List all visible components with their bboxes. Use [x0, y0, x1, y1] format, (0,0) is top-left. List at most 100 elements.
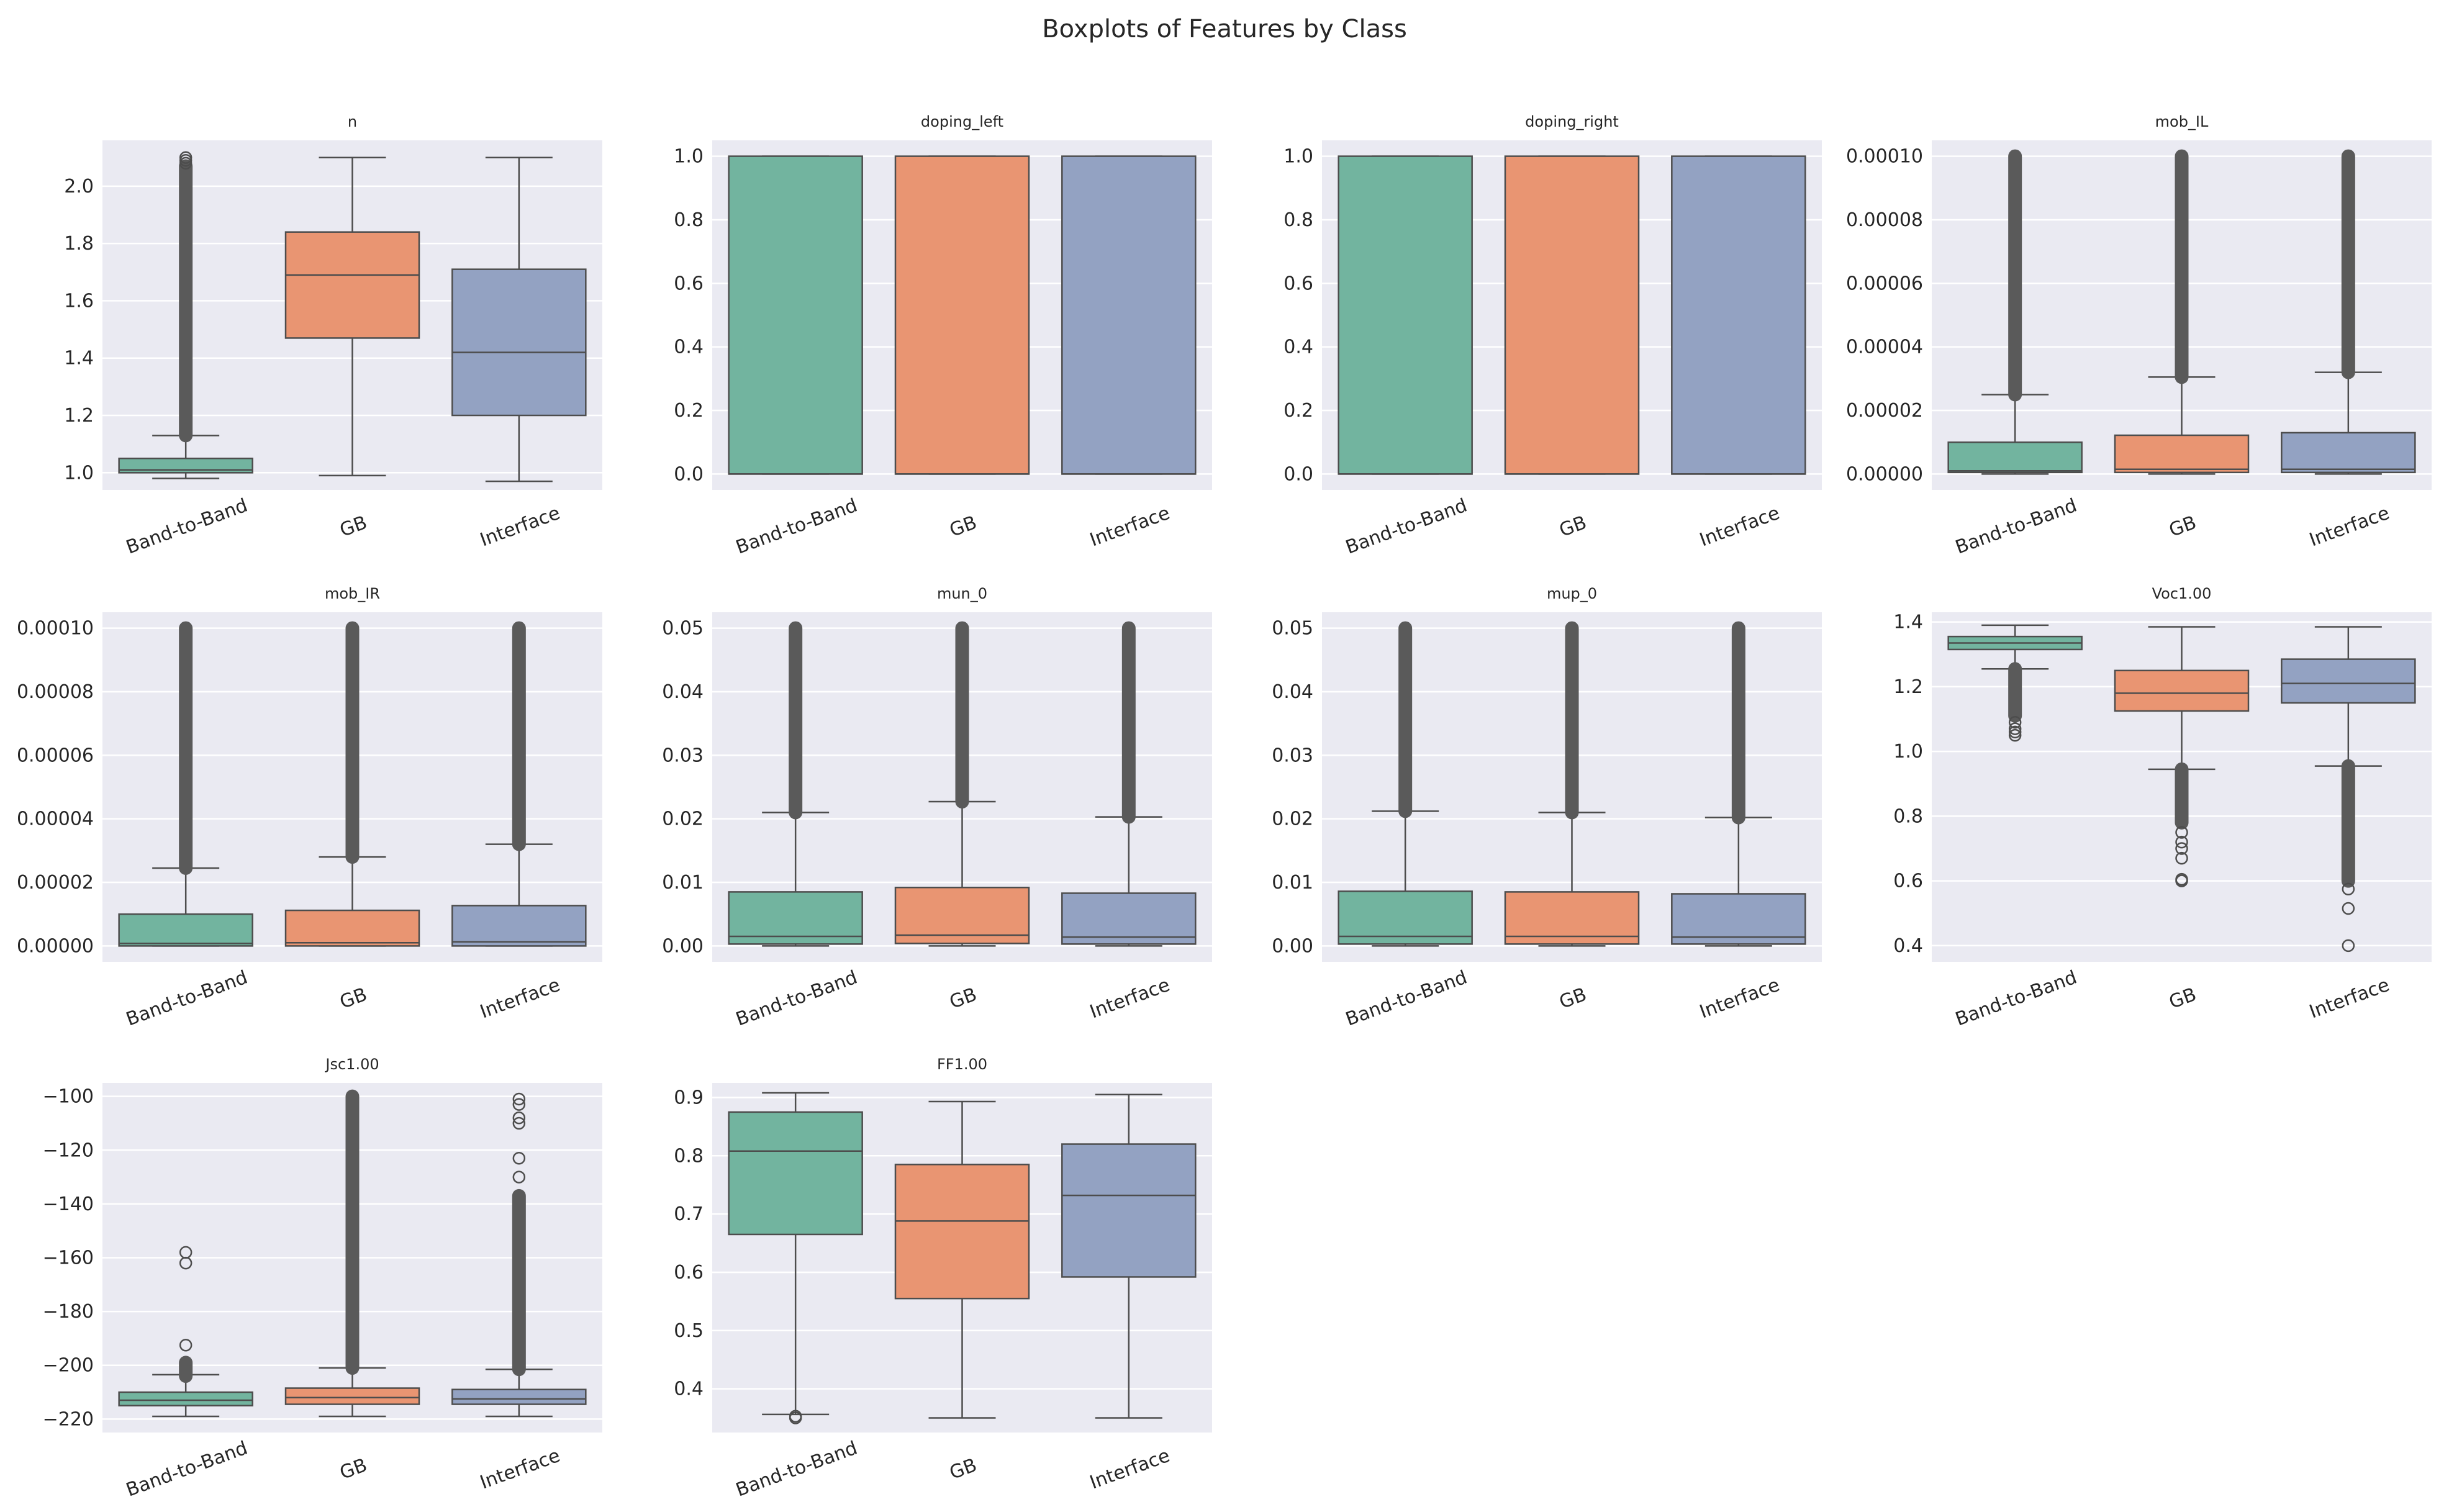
- y-tick-label: 0.05: [1272, 618, 1313, 640]
- iqr-box: [1947, 441, 2083, 474]
- iqr-box: [1061, 1143, 1197, 1278]
- y-tick-label: 0.5: [674, 1320, 704, 1342]
- outlier-point: [2175, 826, 2188, 839]
- iqr-box: [284, 1387, 420, 1405]
- y-tick-label: 0.2: [1283, 400, 1313, 422]
- iqr-box: [1338, 155, 1473, 475]
- y-tick-label: 0.4: [674, 1378, 704, 1400]
- subplot-title: Jsc1.00: [324, 1056, 379, 1073]
- subplot-title: mob_IR: [325, 585, 380, 602]
- y-tick-label: 0.4: [1893, 935, 1923, 957]
- outlier-point: [512, 1098, 526, 1111]
- y-tick-label: 0.05: [662, 618, 704, 640]
- outlier-point: [2175, 872, 2188, 886]
- y-tick-label: 0.2: [674, 400, 704, 422]
- iqr-box: [451, 268, 587, 417]
- iqr-box: [1504, 891, 1640, 945]
- box-gb: GB: [894, 1100, 1030, 1484]
- y-tick-label: 0.4: [674, 337, 704, 358]
- iqr-box: [118, 1391, 253, 1406]
- iqr-box: [894, 155, 1030, 475]
- subplot-title: mup_0: [1547, 585, 1597, 602]
- y-tick-label: 0.8: [674, 209, 704, 231]
- y-tick-label: −100: [43, 1086, 94, 1108]
- y-tick-label: 1.0: [1283, 146, 1313, 168]
- box-gb: GB: [2114, 149, 2250, 541]
- y-tick-label: 1.0: [64, 462, 94, 484]
- y-tick-label: 0.8: [674, 1145, 704, 1167]
- y-tick-label: 0.7: [674, 1203, 704, 1225]
- y-tick-label: 0.00: [662, 935, 704, 957]
- box-interface: Interface: [1671, 621, 1806, 1023]
- outlier-point: [179, 151, 192, 164]
- y-tick-label: 1.4: [64, 348, 94, 369]
- box-gb: GB: [1504, 155, 1640, 541]
- outlier-point: [2175, 851, 2188, 865]
- y-tick-label: 0.00002: [17, 872, 94, 894]
- y-tick-label: 0.03: [662, 745, 704, 766]
- outlier-point: [512, 1170, 526, 1184]
- subplot-1: 0.00.20.40.60.81.0doping_leftBand-to-Ban…: [674, 113, 1212, 559]
- box-gb: GB: [894, 155, 1030, 541]
- iqr-box: [451, 1388, 587, 1405]
- iqr-box: [894, 886, 1030, 944]
- outlier-point: [512, 1092, 526, 1106]
- y-tick-label: 0.9: [674, 1087, 704, 1108]
- y-tick-label: 0.00004: [17, 808, 94, 830]
- iqr-box: [1671, 155, 1806, 475]
- y-tick-label: 0.00: [1272, 935, 1313, 957]
- y-tick-label: 0.0: [1283, 463, 1313, 485]
- outlier-point: [2175, 835, 2188, 849]
- y-tick-label: 0.8: [1893, 805, 1923, 827]
- y-tick-label: 1.0: [674, 146, 704, 168]
- y-tick-label: 0.00010: [17, 618, 94, 640]
- y-tick-label: −200: [43, 1355, 94, 1377]
- box-gb: GB: [284, 1089, 420, 1484]
- outlier-point: [512, 1111, 526, 1125]
- subplot-3: 0.00000 0.00002 0.00004 0.00006 0.00008 0.000…: [1846, 113, 2432, 559]
- iqr-box: [1061, 892, 1197, 945]
- subplot-title: mob_IL: [2155, 113, 2209, 130]
- outlier-point: [2008, 725, 2022, 739]
- subplot-title: n: [348, 113, 357, 130]
- outlier-point: [179, 1246, 192, 1259]
- y-tick-label: −180: [43, 1301, 94, 1323]
- y-tick-label: −120: [43, 1139, 94, 1161]
- subplot-title: FF1.00: [937, 1056, 987, 1073]
- y-tick-label: 1.2: [1893, 676, 1923, 698]
- y-tick-label: 1.4: [1893, 612, 1923, 633]
- iqr-box: [2281, 432, 2416, 474]
- iqr-box: [728, 891, 863, 945]
- iqr-box: [894, 1164, 1030, 1300]
- iqr-box: [728, 155, 863, 475]
- outlier-point: [2008, 715, 2022, 729]
- iqr-box: [2114, 434, 2250, 474]
- y-tick-label: 0.01: [662, 872, 704, 894]
- y-tick-label: 0.00000: [1846, 463, 1923, 485]
- y-tick-label: 0.03: [1272, 745, 1313, 766]
- box-interface: Interface: [2281, 149, 2416, 551]
- subplot-2: 0.00.20.40.60.81.0doping_rightBand-to-Ba…: [1283, 113, 1822, 559]
- iqr-box: [728, 1111, 863, 1236]
- y-tick-label: 0.6: [1893, 871, 1923, 892]
- y-tick-label: 0.04: [1272, 681, 1313, 703]
- y-tick-label: 0.04: [662, 681, 704, 703]
- iqr-box: [284, 231, 420, 339]
- y-tick-label: 0.00006: [17, 745, 94, 766]
- box-gb: GB: [894, 621, 1030, 1013]
- subplot-6: 0.000.010.020.030.040.05mup_0Band-to-Ban…: [1272, 585, 1822, 1031]
- subplot-title: doping_right: [1525, 113, 1619, 130]
- iqr-box: [1504, 155, 1640, 475]
- y-tick-label: 0.8: [1283, 209, 1313, 231]
- iqr-box: [284, 909, 420, 947]
- iqr-box: [2114, 669, 2250, 712]
- outlier-point: [2342, 939, 2355, 953]
- y-tick-label: 0.00002: [1846, 400, 1923, 422]
- y-tick-label: 0.00008: [17, 681, 94, 703]
- y-tick-label: −160: [43, 1247, 94, 1269]
- subplot-title: mun_0: [937, 585, 987, 602]
- iqr-box: [118, 913, 253, 947]
- outlier-point: [179, 1339, 192, 1352]
- y-tick-label: −140: [43, 1193, 94, 1215]
